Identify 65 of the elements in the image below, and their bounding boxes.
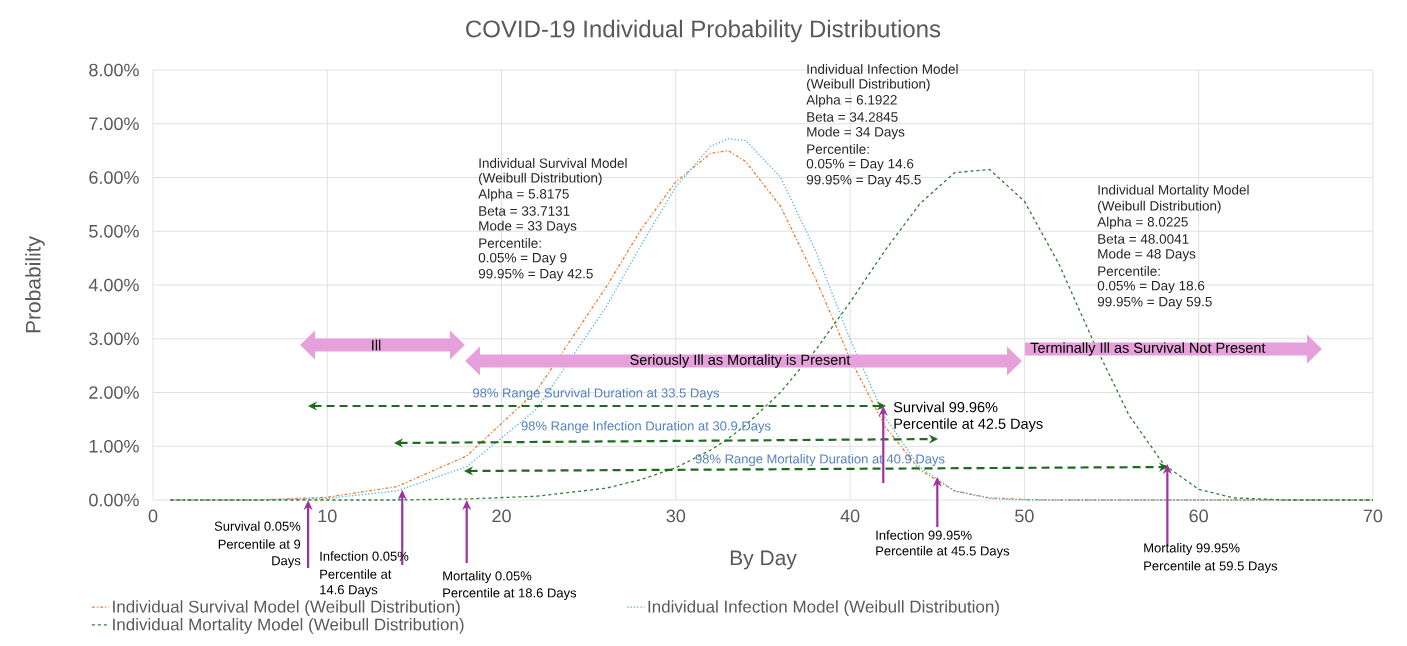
- annotation: Mode = 34 Days: [807, 126, 905, 140]
- text: Percentile at 45.5 Days: [876, 545, 1010, 559]
- annotation: Survival 0.05%: [214, 521, 301, 531]
- annotation: Mode = 33 Days: [479, 220, 577, 234]
- annotation: 98% Range Survival Duration at 33.5 Days: [473, 387, 720, 401]
- annotation: Individual Infection Model: [807, 64, 958, 74]
- y-tick-label: 1.00%: [89, 439, 139, 453]
- y-tick-label: 3.00%: [89, 332, 139, 346]
- x-tick-label: 60: [1189, 509, 1208, 523]
- annotation: Beta = 48.0041: [1098, 234, 1189, 244]
- annotation: Infection 99.95%: [876, 530, 972, 540]
- annotation: Mortality 0.05%: [443, 570, 532, 584]
- annotation: 98% Range Infection Duration at 30.9 Days: [521, 420, 771, 434]
- annotation: Percentile at 42.5 Days: [894, 418, 1043, 432]
- annotation: (Weibull Distribution): [479, 172, 602, 186]
- annotation: Alpha = 8.0225: [1097, 216, 1188, 230]
- annotation: Beta = 34.2845: [807, 112, 898, 122]
- x-tick-label: 70: [1363, 509, 1383, 523]
- x-tick-label: 30: [666, 509, 686, 523]
- annotation: 99.95% = Day 45.5: [806, 174, 921, 188]
- annotation: Individual Survival Model: [479, 158, 627, 168]
- text: Days: [272, 556, 301, 568]
- annotation: Alpha = 5.8175: [478, 188, 569, 202]
- x-axis-title: By Day: [730, 550, 797, 570]
- annotation: Seriously Ill as Mortality is Present: [630, 354, 851, 368]
- y-tick-label: 2.00%: [89, 386, 139, 399]
- annotation: Individual Mortality Model: [1098, 184, 1249, 198]
- annotation: 0.05% = Day 18.6: [1097, 280, 1205, 294]
- legend-label: Individual Infection Model (Weibull Distribution): [648, 600, 999, 617]
- text: Percentile at 9: [218, 539, 301, 549]
- annotation: (Weibull Distribution): [807, 78, 930, 92]
- y-tick-label: 4.00%: [88, 278, 139, 292]
- legend-label: Individual Survival Model (Weibull Distribution): [113, 600, 460, 617]
- x-tick-label: 40: [840, 509, 860, 523]
- annotation: Alpha = 6.1922: [806, 94, 897, 108]
- annotation: Mode = 48 Days: [1098, 248, 1196, 262]
- x-tick-label: 20: [492, 509, 511, 523]
- text: Percentile at 59.5 Days: [1144, 560, 1278, 574]
- annotation: Ill: [372, 339, 381, 351]
- y-axis-title: Probability: [25, 236, 45, 333]
- y-tick-label: 5.00%: [89, 224, 139, 238]
- annotation: (Weibull Distribution): [1098, 200, 1221, 214]
- annotation: 99.95% = Day 59.5: [1097, 296, 1212, 310]
- x-tick-label: 50: [1015, 509, 1034, 523]
- x-tick-label: 0: [148, 509, 158, 523]
- x-tick-label: 10: [318, 509, 337, 523]
- annotation: Terminally Ill as Survival Not Present: [1030, 342, 1266, 356]
- text: Percentile at: [320, 569, 392, 579]
- annotation: Percentile:: [807, 144, 869, 154]
- annotation: Mortality 99.95%: [1144, 542, 1240, 556]
- y-tick-label: 7.00%: [89, 117, 139, 131]
- annotation: 0.05% = Day 9: [478, 252, 567, 266]
- text: Percentile at 18.6 Days: [443, 587, 577, 601]
- text: 14.6 Days: [320, 585, 378, 597]
- annotation: Percentile:: [1098, 266, 1160, 276]
- annotation: Beta = 33.7131: [479, 206, 570, 216]
- y-tick-label: 6.00%: [89, 171, 139, 184]
- annotation: Survival 99.96%: [893, 401, 998, 413]
- annotation: 0.05% = Day 14.6: [806, 158, 914, 172]
- chart-title: COVID-19 Individual Probability Distributions: [466, 19, 941, 43]
- y-tick-label: 8.00%: [89, 63, 139, 77]
- y-tick-label: 0.00%: [89, 493, 139, 507]
- annotation: Percentile:: [479, 238, 541, 248]
- legend-label: Individual Mortality Model (Weibull Distribution): [113, 618, 464, 634]
- annotation: 99.95% = Day 42.5: [478, 268, 593, 282]
